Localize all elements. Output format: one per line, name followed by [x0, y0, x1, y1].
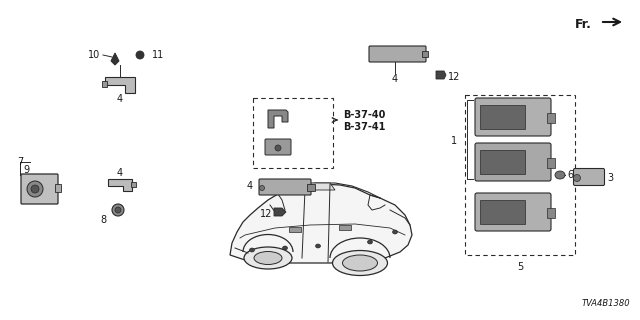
Bar — [102, 81, 107, 87]
FancyBboxPatch shape — [259, 179, 311, 195]
Ellipse shape — [392, 230, 397, 234]
Bar — [547, 158, 555, 168]
Text: 4: 4 — [392, 74, 398, 84]
FancyBboxPatch shape — [21, 174, 58, 204]
Text: 4: 4 — [117, 94, 123, 104]
Bar — [339, 225, 351, 230]
FancyBboxPatch shape — [475, 143, 551, 181]
FancyBboxPatch shape — [369, 46, 426, 62]
FancyBboxPatch shape — [475, 98, 551, 136]
Text: 12: 12 — [448, 72, 460, 82]
Ellipse shape — [275, 145, 281, 151]
Ellipse shape — [27, 181, 43, 197]
Ellipse shape — [31, 185, 39, 193]
Polygon shape — [310, 183, 335, 190]
Ellipse shape — [333, 251, 387, 276]
Polygon shape — [274, 208, 286, 216]
Text: 7: 7 — [17, 157, 23, 167]
Bar — [253, 98, 333, 168]
Text: 4: 4 — [117, 168, 123, 178]
Polygon shape — [105, 77, 135, 93]
Text: 12: 12 — [260, 209, 272, 219]
Text: Fr.: Fr. — [575, 18, 592, 31]
Ellipse shape — [254, 252, 282, 265]
Bar — [422, 51, 428, 57]
Bar — [289, 227, 301, 232]
Text: 6: 6 — [567, 170, 573, 180]
Text: 1: 1 — [451, 135, 457, 146]
Text: TVA4B1380: TVA4B1380 — [581, 299, 630, 308]
Ellipse shape — [573, 174, 580, 181]
Text: B-37-41: B-37-41 — [343, 122, 385, 132]
Text: 8: 8 — [100, 215, 106, 225]
Bar — [55, 184, 61, 192]
Polygon shape — [268, 110, 288, 128]
Ellipse shape — [367, 240, 372, 244]
Bar — [307, 184, 315, 191]
Bar — [131, 182, 136, 187]
Ellipse shape — [555, 171, 565, 179]
Bar — [547, 113, 555, 123]
FancyBboxPatch shape — [265, 139, 291, 155]
Bar — [480, 200, 525, 224]
Bar — [480, 150, 525, 174]
Ellipse shape — [136, 51, 144, 59]
Ellipse shape — [316, 244, 321, 248]
Text: 10: 10 — [88, 50, 100, 60]
Bar — [480, 105, 525, 129]
Text: B-37-40: B-37-40 — [343, 110, 385, 120]
Polygon shape — [111, 53, 119, 65]
FancyBboxPatch shape — [475, 193, 551, 231]
Bar — [547, 208, 555, 218]
Ellipse shape — [342, 255, 378, 271]
Polygon shape — [436, 71, 446, 79]
Polygon shape — [108, 179, 132, 191]
Ellipse shape — [112, 204, 124, 216]
Text: 11: 11 — [152, 50, 164, 60]
Ellipse shape — [250, 248, 255, 252]
Text: 9: 9 — [23, 165, 29, 175]
Text: 5: 5 — [517, 262, 523, 272]
Bar — [465, 95, 575, 255]
Text: 4: 4 — [247, 181, 253, 191]
Ellipse shape — [282, 246, 287, 250]
Ellipse shape — [244, 247, 292, 269]
FancyBboxPatch shape — [573, 169, 605, 186]
Ellipse shape — [259, 186, 264, 190]
Text: 3: 3 — [607, 173, 613, 183]
Ellipse shape — [115, 207, 121, 213]
Polygon shape — [230, 184, 412, 263]
